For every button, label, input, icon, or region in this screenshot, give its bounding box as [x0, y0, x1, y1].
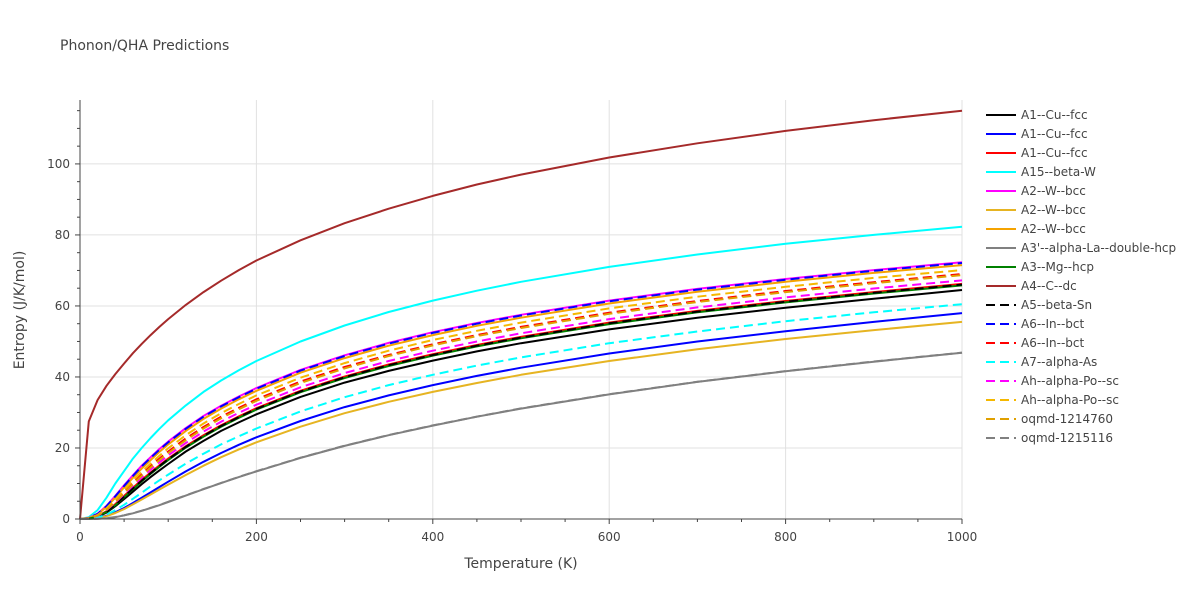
- legend-label: A2--W--bcc: [1021, 203, 1086, 217]
- chart-title: Phonon/QHA Predictions: [60, 38, 229, 54]
- x-tick-label: 600: [598, 530, 621, 544]
- series-line-10: [79, 283, 963, 520]
- axes: 0 200 400 600 800 1000 0 20 40 60 80 100: [47, 100, 977, 544]
- plot-area: [79, 109, 963, 520]
- grid-lines: [80, 100, 963, 519]
- legend: A1--Cu--fcc A1--Cu--fcc A1--Cu--fcc A15--be…: [986, 108, 1176, 445]
- x-axis-title: Temperature (K): [463, 556, 577, 572]
- x-tick-label: 1000: [947, 530, 978, 544]
- y-tick-label: 100: [47, 157, 70, 171]
- legend-label: Ah--alpha-Po--sc: [1021, 393, 1119, 407]
- x-tick-label: 0: [76, 530, 84, 544]
- y-axis-title: Entropy (J/K/mol): [12, 251, 28, 370]
- legend-label: A1--Cu--fcc: [1021, 146, 1088, 160]
- legend-label: A15--beta-W: [1021, 165, 1096, 179]
- y-tick-label: 80: [55, 228, 70, 242]
- x-tick-label: 800: [774, 530, 797, 544]
- series-line-12: [79, 273, 963, 520]
- y-tick-label: 40: [55, 370, 70, 384]
- legend-label: oqmd-1215116: [1021, 431, 1113, 445]
- series-line-16: [79, 274, 963, 520]
- series-line-17: [80, 351, 963, 520]
- legend-label: A7--alpha-As: [1021, 355, 1097, 369]
- legend-label: A2--W--bcc: [1021, 222, 1086, 236]
- legend-label: A3--Mg--hcp: [1021, 260, 1094, 274]
- series-line-11: [79, 262, 963, 520]
- legend-label: A6--In--bct: [1021, 336, 1085, 350]
- y-tick-label: 0: [62, 512, 70, 526]
- series-line-15: [79, 269, 963, 520]
- series-line-8: [79, 284, 963, 520]
- legend-label: A1--Cu--fcc: [1021, 108, 1088, 122]
- legend-label: oqmd-1214760: [1021, 412, 1113, 426]
- series-line-0: [79, 289, 963, 520]
- legend-label: A2--W--bcc: [1021, 184, 1086, 198]
- legend-label: A3'--alpha-La--double-hcp: [1021, 241, 1176, 255]
- series-line-2: [79, 282, 963, 520]
- series-line-5: [79, 320, 963, 520]
- series-line-3: [79, 225, 963, 520]
- legend-label: A6--In--bct: [1021, 317, 1085, 331]
- legend-label: A5--beta-Sn: [1021, 298, 1092, 312]
- y-tick-label: 60: [55, 299, 70, 313]
- series-line-13: [79, 303, 963, 520]
- x-tick-label: 200: [245, 530, 268, 544]
- series-line-9: [79, 109, 963, 520]
- legend-label: Ah--alpha-Po--sc: [1021, 374, 1119, 388]
- legend-label: A4--C--dc: [1021, 279, 1077, 293]
- legend-label: A1--Cu--fcc: [1021, 127, 1088, 141]
- series-line-4: [79, 261, 963, 520]
- y-tick-label: 20: [55, 441, 70, 455]
- x-tick-label: 400: [421, 530, 444, 544]
